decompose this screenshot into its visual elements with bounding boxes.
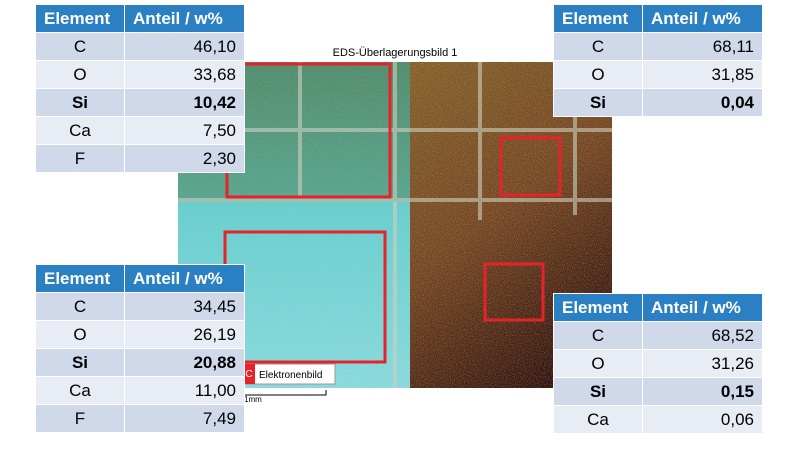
- value-cell: 31,85: [642, 60, 763, 89]
- value-cell: 10,42: [124, 88, 245, 117]
- element-cell: O: [553, 60, 643, 89]
- legend-label: Elektronenbild: [259, 370, 322, 381]
- value-cell: 26,19: [124, 320, 245, 349]
- header-row: Element Anteil / w%: [553, 4, 763, 33]
- value-cell: 68,11: [642, 32, 763, 61]
- element-cell: F: [35, 144, 125, 173]
- element-cell: C: [553, 32, 643, 61]
- value-cell: 7,49: [124, 404, 245, 433]
- table-row: F 2,30: [35, 144, 245, 173]
- header-row: Element Anteil / w%: [553, 293, 763, 322]
- value-cell: 7,50: [124, 116, 245, 145]
- table-row: Si 10,42: [35, 88, 245, 117]
- element-cell: Ca: [35, 116, 125, 145]
- header-cell: Element: [553, 293, 643, 322]
- scale-label: 1mm: [244, 395, 262, 404]
- header-cell: Anteil / w%: [124, 4, 245, 33]
- header-cell: Anteil / w%: [124, 264, 245, 293]
- element-cell: O: [35, 320, 125, 349]
- element-cell: C: [553, 321, 643, 350]
- legend-letter: C: [245, 369, 252, 380]
- table-row: C 68,52: [553, 321, 763, 350]
- table-row: C 34,45: [35, 292, 245, 321]
- header-row: Element Anteil / w%: [35, 4, 245, 33]
- element-table: Element Anteil / w% C 68,11 O 31,85 Si 0,04: [553, 4, 763, 117]
- table-row: Si 20,88: [35, 348, 245, 377]
- image-title-bar: [240, 40, 550, 62]
- value-cell: 0,04: [642, 88, 763, 117]
- element-table: Element Anteil / w% C 46,10 O 33,68 Si 10,42 Ca 7…: [35, 4, 245, 173]
- value-cell: 0,06: [642, 405, 763, 434]
- table-row: O 31,26: [553, 349, 763, 378]
- scale-bg: [240, 388, 330, 404]
- table-row: C 68,11: [553, 32, 763, 61]
- element-table: Element Anteil / w% C 34,45 O 26,19 Si 20,88 Ca 1…: [35, 264, 245, 433]
- table-row: F 7,49: [35, 404, 245, 433]
- element-cell: Si: [35, 88, 125, 117]
- element-cell: Ca: [553, 405, 643, 434]
- table-row: O 26,19: [35, 320, 245, 349]
- value-cell: 33,68: [124, 60, 245, 89]
- header-row: Element Anteil / w%: [35, 264, 245, 293]
- table-row: Ca 7,50: [35, 116, 245, 145]
- element-cell: O: [553, 349, 643, 378]
- value-cell: 11,00: [124, 376, 245, 405]
- value-cell: 68,52: [642, 321, 763, 350]
- element-cell: Si: [553, 377, 643, 406]
- table-row: Ca 0,06: [553, 405, 763, 434]
- image-title: EDS-Überlagerungsbild 1: [333, 47, 458, 59]
- element-table: Element Anteil / w% C 68,52 O 31,26 Si 0,15 Ca 0,…: [553, 293, 763, 434]
- table-row: C 46,10: [35, 32, 245, 61]
- legend-swatch: [243, 364, 255, 384]
- value-cell: 46,10: [124, 32, 245, 61]
- value-cell: 31,26: [642, 349, 763, 378]
- header-cell: Anteil / w%: [642, 293, 763, 322]
- element-cell: C: [35, 32, 125, 61]
- header-cell: Element: [35, 264, 125, 293]
- header-cell: Element: [35, 4, 125, 33]
- table-row: Ca 11,00: [35, 376, 245, 405]
- element-cell: Si: [553, 88, 643, 117]
- value-cell: 20,88: [124, 348, 245, 377]
- element-cell: Si: [35, 348, 125, 377]
- value-cell: 2,30: [124, 144, 245, 173]
- table-row: Si 0,04: [553, 88, 763, 117]
- element-cell: F: [35, 404, 125, 433]
- element-cell: C: [35, 292, 125, 321]
- value-cell: 0,15: [642, 377, 763, 406]
- value-cell: 34,45: [124, 292, 245, 321]
- table-row: O 33,68: [35, 60, 245, 89]
- element-cell: Ca: [35, 376, 125, 405]
- table-row: O 31,85: [553, 60, 763, 89]
- element-cell: O: [35, 60, 125, 89]
- header-cell: Anteil / w%: [642, 4, 763, 33]
- table-row: Si 0,15: [553, 377, 763, 406]
- map-noise: [178, 62, 612, 388]
- header-cell: Element: [553, 4, 643, 33]
